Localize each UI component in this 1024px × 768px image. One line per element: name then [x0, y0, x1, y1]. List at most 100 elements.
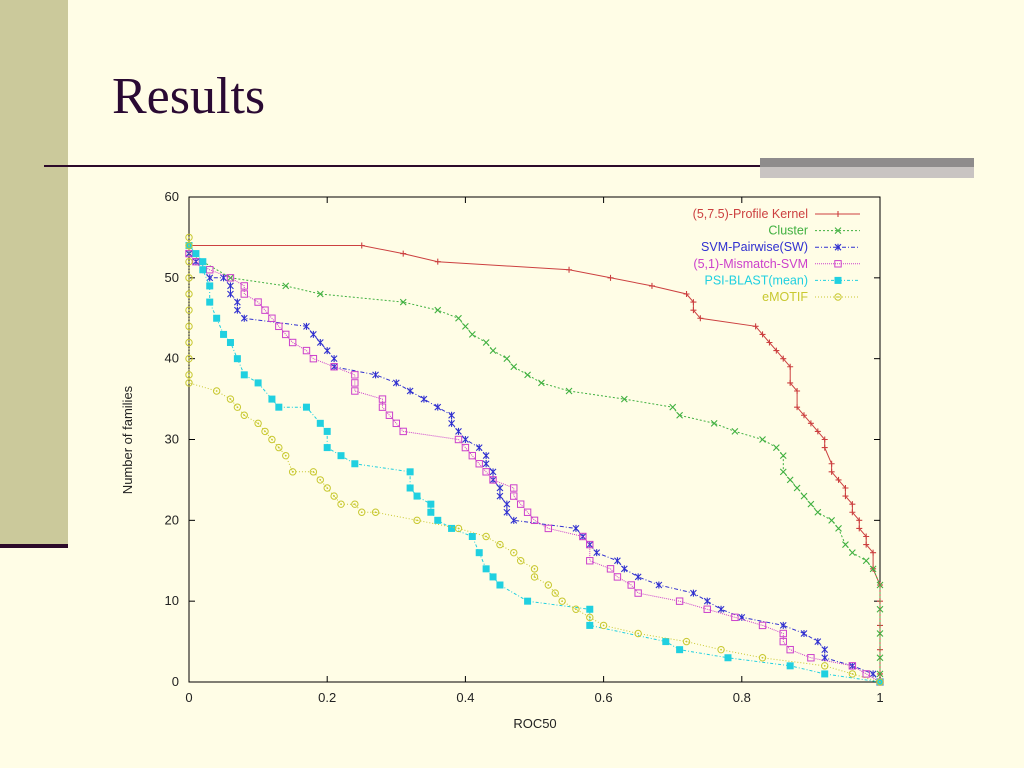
series-2-point [676, 411, 683, 419]
series-4-point [779, 637, 787, 646]
series-4-point [261, 306, 269, 314]
series-5-point [226, 339, 234, 346]
series-2-point [503, 355, 511, 363]
series-3-point [503, 500, 511, 508]
series-6-point [876, 678, 884, 686]
series-6-point-dot [277, 446, 280, 449]
series-6-point [682, 637, 691, 646]
series-3-point [220, 274, 227, 282]
series-4-point [309, 354, 318, 363]
series-1-point [828, 468, 835, 475]
series-1-point [842, 485, 849, 491]
series-3-point [392, 379, 400, 387]
series-4-point [516, 500, 525, 508]
series-2-point [731, 428, 739, 435]
series-6-point [240, 411, 248, 419]
series-1-point [683, 291, 690, 297]
series-6-point [185, 233, 193, 242]
series-6-point [558, 597, 566, 605]
x-tick-label: 1 [876, 690, 883, 705]
series-4-point [475, 460, 483, 468]
series-3-point [593, 549, 601, 557]
series-4-point [275, 322, 283, 331]
series-3-point [206, 274, 214, 282]
series-4-point [510, 484, 518, 492]
series-6-point-dot [533, 567, 536, 570]
legend-label: (5,7.5)-Profile Kernel [693, 207, 808, 221]
legend-swatch-marker [834, 276, 842, 284]
series-6-point-dot [312, 470, 315, 473]
series-5-point [413, 492, 421, 500]
series-6-point-dot [547, 584, 550, 586]
series-3-point [489, 468, 497, 476]
series-2-point [565, 387, 573, 395]
series-5-point [524, 597, 532, 605]
series-4-point [530, 516, 539, 525]
series-4-point [392, 419, 401, 428]
series-3-point [620, 565, 628, 573]
series-1-point [780, 355, 787, 362]
series-3-point [420, 395, 428, 403]
series-5-point [199, 258, 207, 266]
series-4-point [807, 654, 815, 662]
series-2-point [876, 670, 884, 678]
series-3-line [188, 253, 881, 683]
series-2-point [869, 565, 877, 573]
series-5-point [316, 419, 324, 427]
series-5-point [662, 638, 670, 646]
series-6-point [496, 540, 504, 549]
series-4-point [586, 540, 594, 549]
series-6-point-dot [720, 648, 722, 651]
series-5-point [586, 621, 594, 629]
series-3-point [227, 282, 234, 290]
series-5 [185, 242, 884, 686]
series-1-point [434, 258, 441, 265]
series-3-point [233, 298, 241, 306]
series-2-point [779, 468, 787, 476]
series-2-point [759, 436, 766, 443]
series-4-point [226, 274, 235, 282]
series-2-point [876, 581, 884, 589]
series-3-point [703, 597, 711, 605]
series-3-point [406, 387, 414, 395]
series-1-point [835, 476, 842, 483]
series-3-point [448, 411, 455, 419]
series-1-point [863, 541, 870, 548]
series-4-point [703, 605, 711, 613]
series-3-point [821, 654, 829, 662]
series-5-point [406, 468, 414, 476]
series-6-point-dot [353, 503, 356, 506]
series-1-point [787, 363, 794, 370]
series-6-point-dot [457, 527, 460, 530]
series-2-point [842, 541, 849, 548]
series-4-point [351, 379, 359, 387]
series-5-point [482, 565, 490, 573]
series-6-point [316, 476, 324, 484]
legend-swatch-marker [834, 260, 842, 268]
series-4-point [510, 492, 518, 500]
legend-label: SVM-Pairwise(SW) [701, 240, 808, 254]
series-3-point [330, 363, 338, 371]
series-5-point [206, 298, 214, 306]
series-1-point [794, 404, 801, 411]
series-3-point [448, 419, 455, 427]
legend-swatch-marker [834, 227, 842, 234]
series-3-point [482, 452, 490, 460]
series-3-point [496, 484, 504, 492]
series-4-point [254, 298, 262, 306]
series-6-point-dot [374, 511, 377, 514]
series-6-point-dot [188, 260, 190, 263]
series-2-point [462, 322, 469, 330]
series-3-point [821, 646, 829, 654]
series-6-point-dot [519, 559, 522, 562]
series-4-point [634, 589, 642, 597]
series-6-point [282, 451, 290, 460]
series-6-point-dot [188, 293, 190, 295]
series-6-point [634, 629, 642, 638]
y-tick-label: 50 [165, 270, 179, 285]
series-5-point [233, 355, 241, 363]
series-1-point [828, 460, 835, 467]
y-tick-label: 20 [165, 512, 179, 527]
series-2-point [876, 605, 884, 613]
